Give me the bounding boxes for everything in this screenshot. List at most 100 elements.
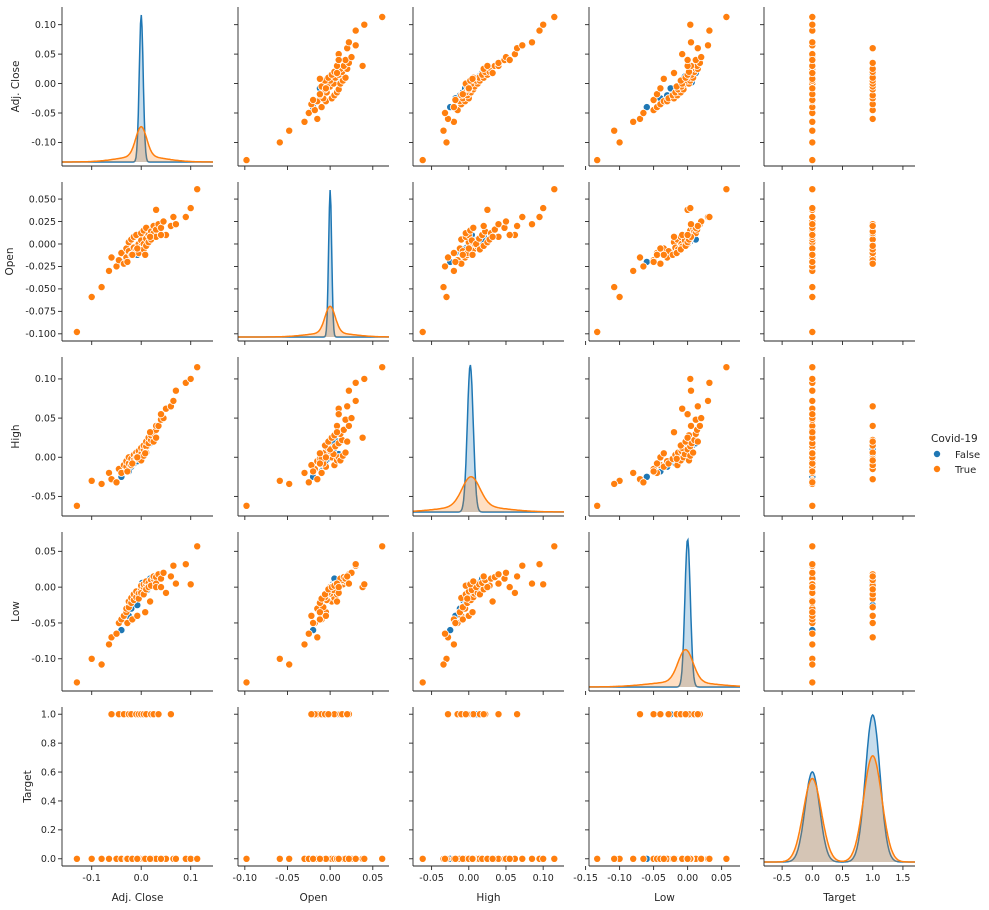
- scatter-point-true: [686, 204, 695, 213]
- scatter-point-true: [868, 114, 877, 123]
- scatter-point-true: [808, 678, 817, 687]
- scatter-point-true: [808, 386, 817, 395]
- scatter-point-true: [440, 629, 449, 638]
- panel-adj-close-vs-adj-close: -0.10 -0.05 0.00 0.05 0.10: [31, 7, 213, 170]
- panel-low-vs-low: [585, 532, 741, 695]
- scatter-point-true: [629, 266, 638, 275]
- scatter-point-true: [159, 217, 168, 226]
- scatter-point-true: [722, 363, 731, 372]
- scatter-point-true: [242, 501, 251, 510]
- scatter-point-true: [97, 283, 106, 292]
- scatter-point-true: [334, 410, 343, 419]
- scatter-point-true: [687, 38, 696, 47]
- kde-line-false: [589, 537, 740, 688]
- scatter-point-true: [808, 12, 817, 21]
- scatter-point-true: [181, 560, 190, 569]
- scatter-point-true: [808, 38, 817, 47]
- x-tick-label: 0.00: [677, 873, 698, 884]
- scatter-point-true: [97, 479, 106, 488]
- scatter-point-true: [705, 854, 714, 863]
- scatter-point-true: [107, 253, 116, 262]
- scatter-point-true: [451, 619, 460, 628]
- scatter-point-true: [307, 710, 316, 719]
- scatter-point-true: [722, 854, 731, 863]
- y-tick-label: 0.10: [35, 374, 56, 385]
- scatter-point-true: [697, 53, 706, 62]
- scatter-point-true: [321, 453, 330, 462]
- scatter-point-true: [535, 212, 544, 221]
- panel-target-vs-adj-close: 0.0 0.2 0.4 0.6 0.8 1.0 -0.1 0.0 0.1: [41, 707, 213, 884]
- scatter-point-true: [550, 12, 559, 21]
- kde-line-true: [62, 125, 213, 163]
- scatter-point-true: [458, 250, 467, 259]
- scatter-point-true: [686, 20, 695, 29]
- scatter-point-true: [636, 114, 645, 123]
- scatter-point-true: [518, 854, 527, 863]
- x-tick-label: 0.5: [835, 873, 850, 884]
- scatter-point-true: [808, 20, 817, 29]
- scatter-point-true: [133, 244, 142, 253]
- scatter-point-true: [468, 854, 477, 863]
- scatter-point-true: [439, 660, 448, 669]
- scatter-point-true: [636, 253, 645, 262]
- scatter-point-true: [442, 138, 451, 147]
- scatter-point-true: [315, 90, 324, 99]
- x-tick-label: 0.00: [458, 873, 479, 884]
- scatter-point-true: [418, 156, 427, 165]
- scatter-point-true: [659, 449, 668, 458]
- scatter-point-true: [808, 257, 817, 266]
- scatter-point-true: [186, 374, 195, 383]
- scatter-point-true: [128, 250, 137, 259]
- scatter-point-true: [488, 597, 497, 606]
- scatter-point-true: [808, 410, 817, 419]
- x-tick-label: -0.15: [573, 873, 598, 884]
- scatter-point-true: [510, 588, 519, 597]
- scatter-point-true: [321, 84, 330, 93]
- panels-layer: -0.10-0.050.000.050.10-0.100-0.075-0.050…: [25, 7, 915, 884]
- scatter-point-true: [468, 608, 477, 617]
- scatter-point-true: [344, 386, 353, 395]
- panel-high-vs-low: [585, 357, 740, 520]
- scatter-point-true: [451, 257, 460, 266]
- panel-high-vs-target: [760, 357, 915, 520]
- scatter-point-true: [639, 478, 648, 487]
- scatter-point-true: [309, 854, 318, 863]
- scatter-point-true: [344, 854, 353, 863]
- y-tick-label: 0.4: [41, 796, 56, 807]
- y-tick-label: 0.10: [35, 20, 56, 31]
- scatter-point-true: [687, 421, 696, 430]
- scatter-point-true: [351, 378, 360, 387]
- y-tick-label: -0.075: [25, 307, 56, 318]
- scatter-point-true: [868, 259, 877, 268]
- scatter-point-true: [451, 854, 460, 863]
- scatter-point-true: [360, 580, 369, 589]
- y-tick-label: 0.025: [29, 217, 56, 228]
- scatter-point-true: [458, 90, 467, 99]
- scatter-point-true: [610, 126, 619, 135]
- scatter-point-true: [449, 248, 458, 257]
- scatter-point-true: [105, 640, 114, 649]
- scatter-point-true: [313, 114, 322, 123]
- y-tick-label: 0.0: [41, 854, 56, 865]
- scatter-point-true: [808, 250, 817, 259]
- scatter-point-true: [539, 20, 548, 29]
- scatter-point-true: [868, 241, 877, 250]
- scatter-point-true: [300, 468, 309, 477]
- scatter-point-true: [808, 185, 817, 194]
- y-tick-label: -0.025: [25, 262, 56, 273]
- scatter-point-true: [442, 292, 451, 301]
- scatter-point-true: [418, 327, 427, 336]
- kde-line-true: [589, 648, 741, 688]
- scatter-point-true: [664, 710, 673, 719]
- scatter-point-true: [146, 232, 155, 241]
- panel-open-vs-adj-close: -0.100 -0.075 -0.050 -0.025 0.000 0.025 0.050: [25, 182, 213, 345]
- scatter-point-true: [344, 579, 353, 588]
- scatter-point-true: [87, 854, 96, 863]
- scatter-point-true: [479, 572, 488, 581]
- scatter-point-true: [443, 253, 452, 262]
- scatter-point-true: [681, 710, 690, 719]
- y-tick-label: -0.100: [25, 329, 56, 340]
- panel-adj-close-vs-target: [760, 7, 915, 170]
- legend-title: Covid-19: [931, 433, 978, 445]
- scatter-point-true: [808, 560, 817, 569]
